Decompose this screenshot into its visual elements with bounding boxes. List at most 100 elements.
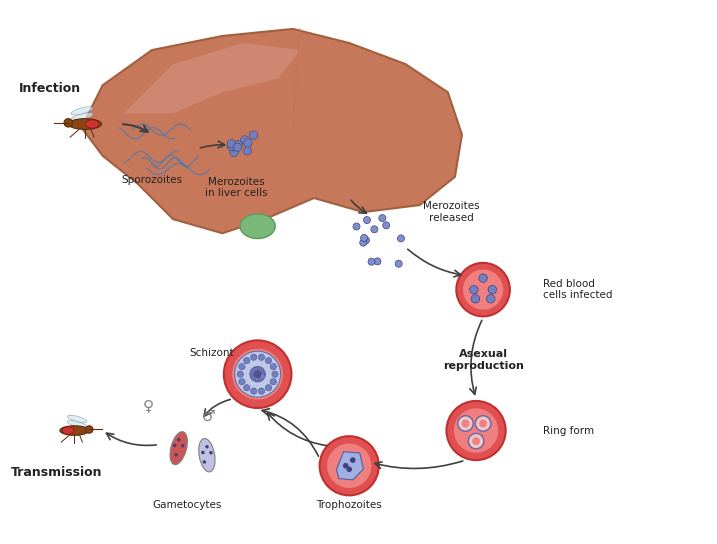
Text: Ring form: Ring form bbox=[543, 425, 594, 436]
Circle shape bbox=[233, 143, 242, 152]
Circle shape bbox=[265, 385, 272, 391]
Circle shape bbox=[253, 376, 260, 382]
Circle shape bbox=[397, 235, 404, 242]
Circle shape bbox=[250, 388, 257, 394]
FancyArrowPatch shape bbox=[375, 461, 463, 468]
Circle shape bbox=[371, 226, 378, 233]
Circle shape bbox=[379, 214, 386, 221]
FancyArrowPatch shape bbox=[106, 433, 156, 446]
Circle shape bbox=[234, 351, 280, 397]
Circle shape bbox=[363, 237, 369, 244]
Text: Infection: Infection bbox=[19, 82, 81, 95]
Circle shape bbox=[205, 445, 209, 448]
Circle shape bbox=[343, 463, 348, 468]
Text: Transmission: Transmission bbox=[11, 466, 103, 479]
FancyArrowPatch shape bbox=[470, 320, 482, 394]
Circle shape bbox=[174, 453, 178, 456]
Circle shape bbox=[265, 357, 272, 364]
Circle shape bbox=[201, 451, 204, 454]
Circle shape bbox=[471, 294, 480, 303]
FancyArrowPatch shape bbox=[200, 141, 225, 148]
Circle shape bbox=[250, 373, 257, 379]
Circle shape bbox=[470, 286, 478, 294]
Circle shape bbox=[454, 409, 498, 453]
FancyArrowPatch shape bbox=[351, 200, 366, 213]
Text: Merozoites
in liver cells: Merozoites in liver cells bbox=[205, 177, 268, 198]
FancyArrowPatch shape bbox=[204, 399, 230, 416]
Circle shape bbox=[209, 451, 213, 454]
Polygon shape bbox=[124, 43, 300, 114]
Text: ♂: ♂ bbox=[201, 409, 215, 424]
Circle shape bbox=[473, 437, 480, 445]
Circle shape bbox=[383, 222, 390, 229]
Text: Red blood
cells infected: Red blood cells infected bbox=[543, 279, 612, 300]
Circle shape bbox=[230, 149, 238, 157]
Circle shape bbox=[360, 239, 367, 246]
Circle shape bbox=[270, 379, 277, 385]
Circle shape bbox=[173, 444, 176, 447]
Text: ♀: ♀ bbox=[143, 398, 154, 413]
Circle shape bbox=[232, 349, 283, 399]
Circle shape bbox=[224, 341, 291, 408]
Circle shape bbox=[255, 376, 262, 382]
Circle shape bbox=[259, 369, 265, 375]
Circle shape bbox=[257, 375, 264, 381]
Circle shape bbox=[463, 269, 503, 310]
Circle shape bbox=[395, 260, 402, 267]
Text: Sporozoites: Sporozoites bbox=[121, 175, 182, 186]
Circle shape bbox=[244, 139, 252, 147]
Circle shape bbox=[252, 375, 258, 381]
Circle shape bbox=[258, 388, 265, 394]
FancyArrowPatch shape bbox=[123, 124, 148, 132]
Circle shape bbox=[177, 438, 181, 441]
Circle shape bbox=[488, 286, 496, 294]
Circle shape bbox=[479, 419, 487, 428]
Circle shape bbox=[250, 131, 257, 139]
Circle shape bbox=[254, 370, 262, 378]
Ellipse shape bbox=[71, 113, 93, 121]
Circle shape bbox=[244, 357, 250, 364]
Circle shape bbox=[228, 143, 237, 151]
Text: Schizont: Schizont bbox=[189, 348, 234, 358]
Circle shape bbox=[203, 460, 206, 463]
Circle shape bbox=[272, 371, 278, 378]
Ellipse shape bbox=[240, 214, 275, 238]
Circle shape bbox=[475, 416, 491, 431]
Circle shape bbox=[253, 366, 260, 373]
Ellipse shape bbox=[71, 107, 93, 115]
Ellipse shape bbox=[60, 426, 89, 435]
Circle shape bbox=[361, 234, 368, 242]
Circle shape bbox=[250, 354, 257, 360]
Ellipse shape bbox=[67, 421, 87, 428]
Ellipse shape bbox=[85, 120, 99, 128]
FancyArrowPatch shape bbox=[408, 249, 461, 277]
Circle shape bbox=[353, 223, 360, 230]
Ellipse shape bbox=[199, 438, 215, 472]
Circle shape bbox=[462, 419, 470, 428]
Circle shape bbox=[239, 379, 245, 385]
Ellipse shape bbox=[170, 432, 187, 465]
Circle shape bbox=[227, 139, 236, 148]
Circle shape bbox=[259, 373, 265, 379]
Circle shape bbox=[260, 371, 265, 378]
Text: Trophozoites: Trophozoites bbox=[316, 499, 382, 510]
Circle shape bbox=[468, 434, 484, 449]
Circle shape bbox=[327, 443, 371, 488]
Ellipse shape bbox=[69, 119, 102, 129]
Circle shape bbox=[258, 354, 265, 360]
Circle shape bbox=[270, 363, 277, 370]
Circle shape bbox=[181, 444, 184, 447]
Circle shape bbox=[479, 274, 488, 282]
Circle shape bbox=[250, 369, 257, 375]
Circle shape bbox=[227, 142, 236, 151]
FancyArrowPatch shape bbox=[267, 413, 327, 446]
Ellipse shape bbox=[62, 427, 74, 434]
Circle shape bbox=[239, 363, 245, 370]
Circle shape bbox=[364, 217, 371, 224]
Circle shape bbox=[85, 426, 93, 433]
Circle shape bbox=[447, 401, 505, 460]
Circle shape bbox=[250, 371, 256, 378]
Circle shape bbox=[320, 436, 379, 496]
Circle shape bbox=[368, 258, 375, 265]
Circle shape bbox=[64, 119, 72, 127]
